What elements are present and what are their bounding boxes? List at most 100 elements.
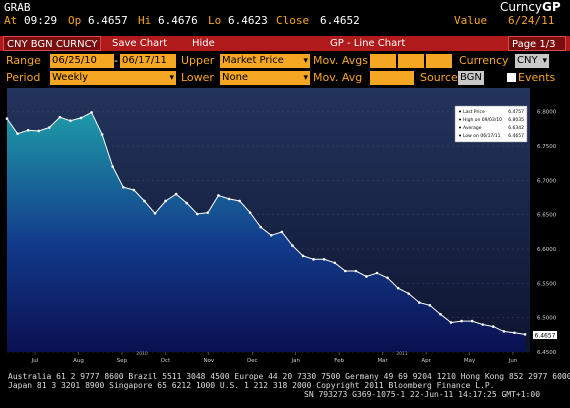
params-row-range: Range 06/25/10 - 06/17/11 Upper Market P… xyxy=(0,53,570,69)
at-label: At xyxy=(4,14,18,27)
data-point xyxy=(396,286,400,290)
data-point xyxy=(365,275,368,278)
brand-prefix: Curncy xyxy=(500,0,543,14)
mov-avg-label: Mov. Avg xyxy=(313,71,363,84)
data-point xyxy=(460,319,463,323)
data-point xyxy=(259,225,263,229)
data-point xyxy=(417,301,421,304)
legend-value: 6.4757 xyxy=(508,109,524,115)
mov-avg-input[interactable] xyxy=(370,71,414,85)
x-tick-label: Apr xyxy=(421,358,431,364)
last-price-label: 6.4657 xyxy=(533,331,557,340)
lo-value: 6.4623 xyxy=(228,14,268,27)
legend-marker xyxy=(459,126,461,129)
data-point xyxy=(312,258,315,261)
mov-avg-2-input[interactable] xyxy=(398,54,424,68)
range-label: Range xyxy=(6,54,41,67)
events-label: Events xyxy=(518,71,556,84)
chart-title: GP - Line Chart xyxy=(330,38,406,49)
data-point xyxy=(491,325,495,328)
lower-label: Lower xyxy=(181,71,214,84)
data-point xyxy=(513,331,516,335)
hide-button[interactable]: Hide xyxy=(192,38,215,49)
data-point xyxy=(47,126,51,129)
data-point xyxy=(185,201,189,205)
data-point xyxy=(26,128,30,132)
data-point xyxy=(439,312,442,316)
ticker-label: GRAB xyxy=(4,1,31,14)
data-point xyxy=(291,244,294,247)
legend-label: High on 09/03/10 xyxy=(463,117,502,123)
data-point xyxy=(248,211,252,214)
params-row-period: Period Weekly Lower None Mov. Avg Source… xyxy=(0,70,570,86)
legend-value: 6.8035 xyxy=(508,117,524,123)
value-label: Value xyxy=(454,14,488,27)
data-point xyxy=(58,115,62,119)
data-point xyxy=(428,304,432,307)
data-point xyxy=(502,330,506,333)
y-tick-label: 6.4500 xyxy=(537,350,557,356)
close-value: 6.4652 xyxy=(320,14,360,27)
legend-value: 6.6342 xyxy=(508,125,524,131)
data-point xyxy=(343,269,347,273)
legend-marker xyxy=(459,134,461,137)
x-tick-label: Jan xyxy=(290,358,300,364)
source-input[interactable]: BGN xyxy=(458,71,484,85)
events-checkbox[interactable] xyxy=(507,73,516,82)
footer-contacts: Australia 61 2 9777 8600 Brazil 5511 304… xyxy=(8,372,570,381)
y-tick-label: 6.5000 xyxy=(537,316,557,322)
lower-dropdown[interactable]: None xyxy=(220,71,310,85)
upper-dropdown[interactable]: Market Price xyxy=(220,54,310,68)
mov-avg-1-input[interactable] xyxy=(370,54,396,68)
y-tick-label: 6.7500 xyxy=(537,144,557,150)
security-tab[interactable]: CNY BGN CURNCY xyxy=(3,36,101,51)
data-point xyxy=(206,211,210,214)
header-bar: GRAB xyxy=(0,0,570,14)
range-start-input[interactable]: 06/25/10 xyxy=(50,54,114,68)
year-label: 2010 xyxy=(136,351,148,357)
quote-bar: At 09:29 Op 6.4657 Hi 6.4676 Lo 6.4623 C… xyxy=(0,14,570,32)
page-indicator[interactable]: Page 1/3 xyxy=(508,36,566,51)
close-label: Close xyxy=(276,14,310,27)
period-dropdown[interactable]: Weekly xyxy=(50,71,176,85)
data-point xyxy=(143,199,146,203)
hi-label: Hi xyxy=(138,14,152,27)
data-point xyxy=(217,194,220,197)
y-tick-label: 6.6000 xyxy=(537,247,557,253)
data-point xyxy=(354,269,358,273)
lo-label: Lo xyxy=(208,14,222,27)
currency-label: Currency xyxy=(459,54,509,67)
data-point xyxy=(164,199,167,203)
data-point xyxy=(322,258,326,261)
footer-copyright: Japan 81 3 3201 8900 Singapore 65 6212 1… xyxy=(8,381,495,390)
x-tick-label: Aug xyxy=(73,358,84,364)
data-point xyxy=(375,271,379,275)
x-tick-label: Dec xyxy=(247,358,258,364)
legend-marker xyxy=(459,118,461,121)
mov-avg-3-input[interactable] xyxy=(426,54,452,68)
save-chart-button[interactable]: Save Chart xyxy=(112,38,168,49)
data-point xyxy=(132,188,136,192)
legend-marker xyxy=(459,110,461,113)
data-point xyxy=(5,117,9,120)
range-end-input[interactable]: 06/17/11 xyxy=(120,54,176,68)
data-point xyxy=(79,116,83,120)
period-label: Period xyxy=(6,71,41,84)
data-point xyxy=(470,319,474,323)
data-point xyxy=(100,133,104,136)
x-tick-label: Jul xyxy=(31,358,39,364)
data-point xyxy=(153,212,157,215)
brand-suffix: GP xyxy=(542,0,561,14)
upper-label: Upper xyxy=(181,54,215,67)
x-tick-label: Feb xyxy=(334,358,344,364)
data-point xyxy=(407,292,411,295)
price-line xyxy=(6,111,526,335)
legend-value: 6.4657 xyxy=(508,133,524,139)
x-tick-label: Sep xyxy=(117,358,128,364)
legend-label: Low on 06/17/11 xyxy=(463,133,501,139)
chart-legend: Last Price 6.4757 High on 09/03/10 6.8035 Av… xyxy=(454,105,528,143)
function-brand: CurncyGP xyxy=(500,1,561,14)
data-point xyxy=(174,192,178,196)
data-point xyxy=(386,276,389,280)
currency-dropdown[interactable]: CNY xyxy=(515,54,549,68)
